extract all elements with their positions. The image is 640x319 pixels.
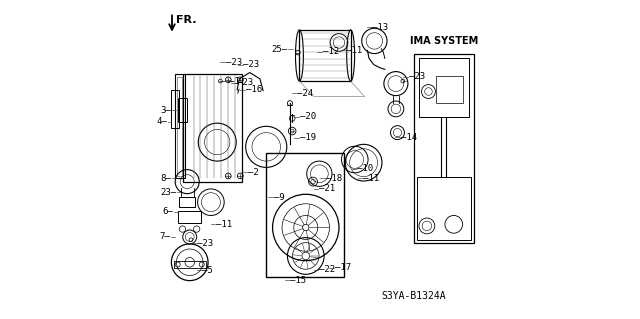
Text: 25—: 25— — [271, 45, 287, 54]
Bar — [436, 76, 463, 103]
Bar — [414, 54, 474, 243]
Text: —12: —12 — [323, 48, 339, 56]
Text: 6—: 6— — [163, 207, 173, 216]
Text: —23: —23 — [196, 239, 212, 248]
Bar — [178, 211, 202, 223]
Bar — [179, 197, 195, 207]
Bar — [184, 74, 242, 182]
Text: —1: —1 — [228, 77, 239, 85]
Text: 23—: 23— — [160, 188, 177, 197]
Text: 7—: 7— — [159, 233, 170, 241]
Bar — [178, 98, 186, 122]
Text: —2: —2 — [248, 168, 259, 177]
Text: 8—: 8— — [160, 174, 171, 183]
Text: —23: —23 — [226, 58, 242, 67]
Text: —17: —17 — [335, 263, 351, 272]
Bar — [174, 261, 205, 268]
Bar — [417, 177, 470, 240]
Bar — [175, 74, 185, 178]
Text: —20: —20 — [300, 112, 316, 121]
Text: —23: —23 — [408, 72, 425, 81]
Text: —19: —19 — [300, 133, 316, 143]
Text: —11: —11 — [346, 46, 362, 55]
Bar — [177, 77, 182, 176]
Text: —15: —15 — [291, 276, 307, 285]
Text: —11: —11 — [363, 174, 379, 183]
Bar — [419, 58, 469, 117]
Bar — [172, 90, 179, 128]
Text: —11: —11 — [216, 220, 232, 229]
Text: —22: —22 — [319, 265, 335, 274]
Text: —5: —5 — [202, 266, 213, 275]
Text: 4—: 4— — [156, 117, 167, 126]
Bar — [266, 153, 344, 277]
Text: —16: —16 — [246, 85, 262, 94]
Text: FR.: FR. — [176, 15, 196, 26]
Text: —9: —9 — [273, 193, 284, 202]
Text: —23: —23 — [237, 78, 253, 87]
Bar — [300, 30, 351, 81]
Text: S3YA-B1324A: S3YA-B1324A — [381, 291, 446, 301]
Text: —18: —18 — [326, 174, 342, 183]
Text: —24: —24 — [297, 89, 314, 98]
Text: —10: —10 — [357, 165, 373, 174]
Text: 3—: 3— — [161, 106, 172, 115]
Text: —13: —13 — [372, 23, 388, 32]
Text: —23: —23 — [243, 60, 260, 69]
Text: —14: —14 — [401, 133, 417, 142]
Text: IMA SYSTEM: IMA SYSTEM — [410, 36, 478, 46]
Text: —21: —21 — [319, 184, 335, 193]
